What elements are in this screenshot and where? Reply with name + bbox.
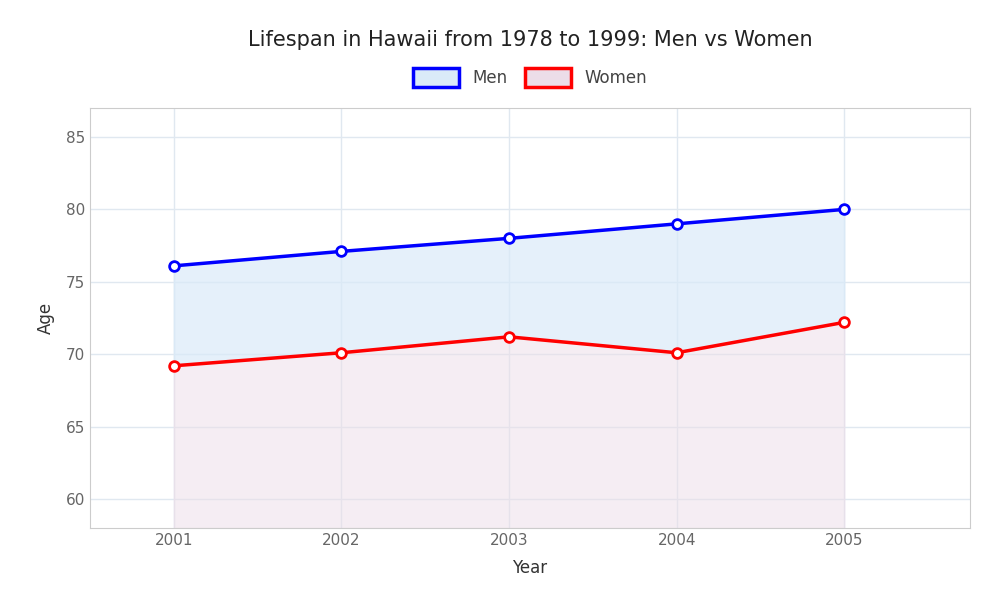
- X-axis label: Year: Year: [512, 559, 548, 577]
- Y-axis label: Age: Age: [37, 302, 55, 334]
- Title: Lifespan in Hawaii from 1978 to 1999: Men vs Women: Lifespan in Hawaii from 1978 to 1999: Me…: [248, 29, 812, 49]
- Legend: Men, Women: Men, Women: [406, 62, 654, 94]
